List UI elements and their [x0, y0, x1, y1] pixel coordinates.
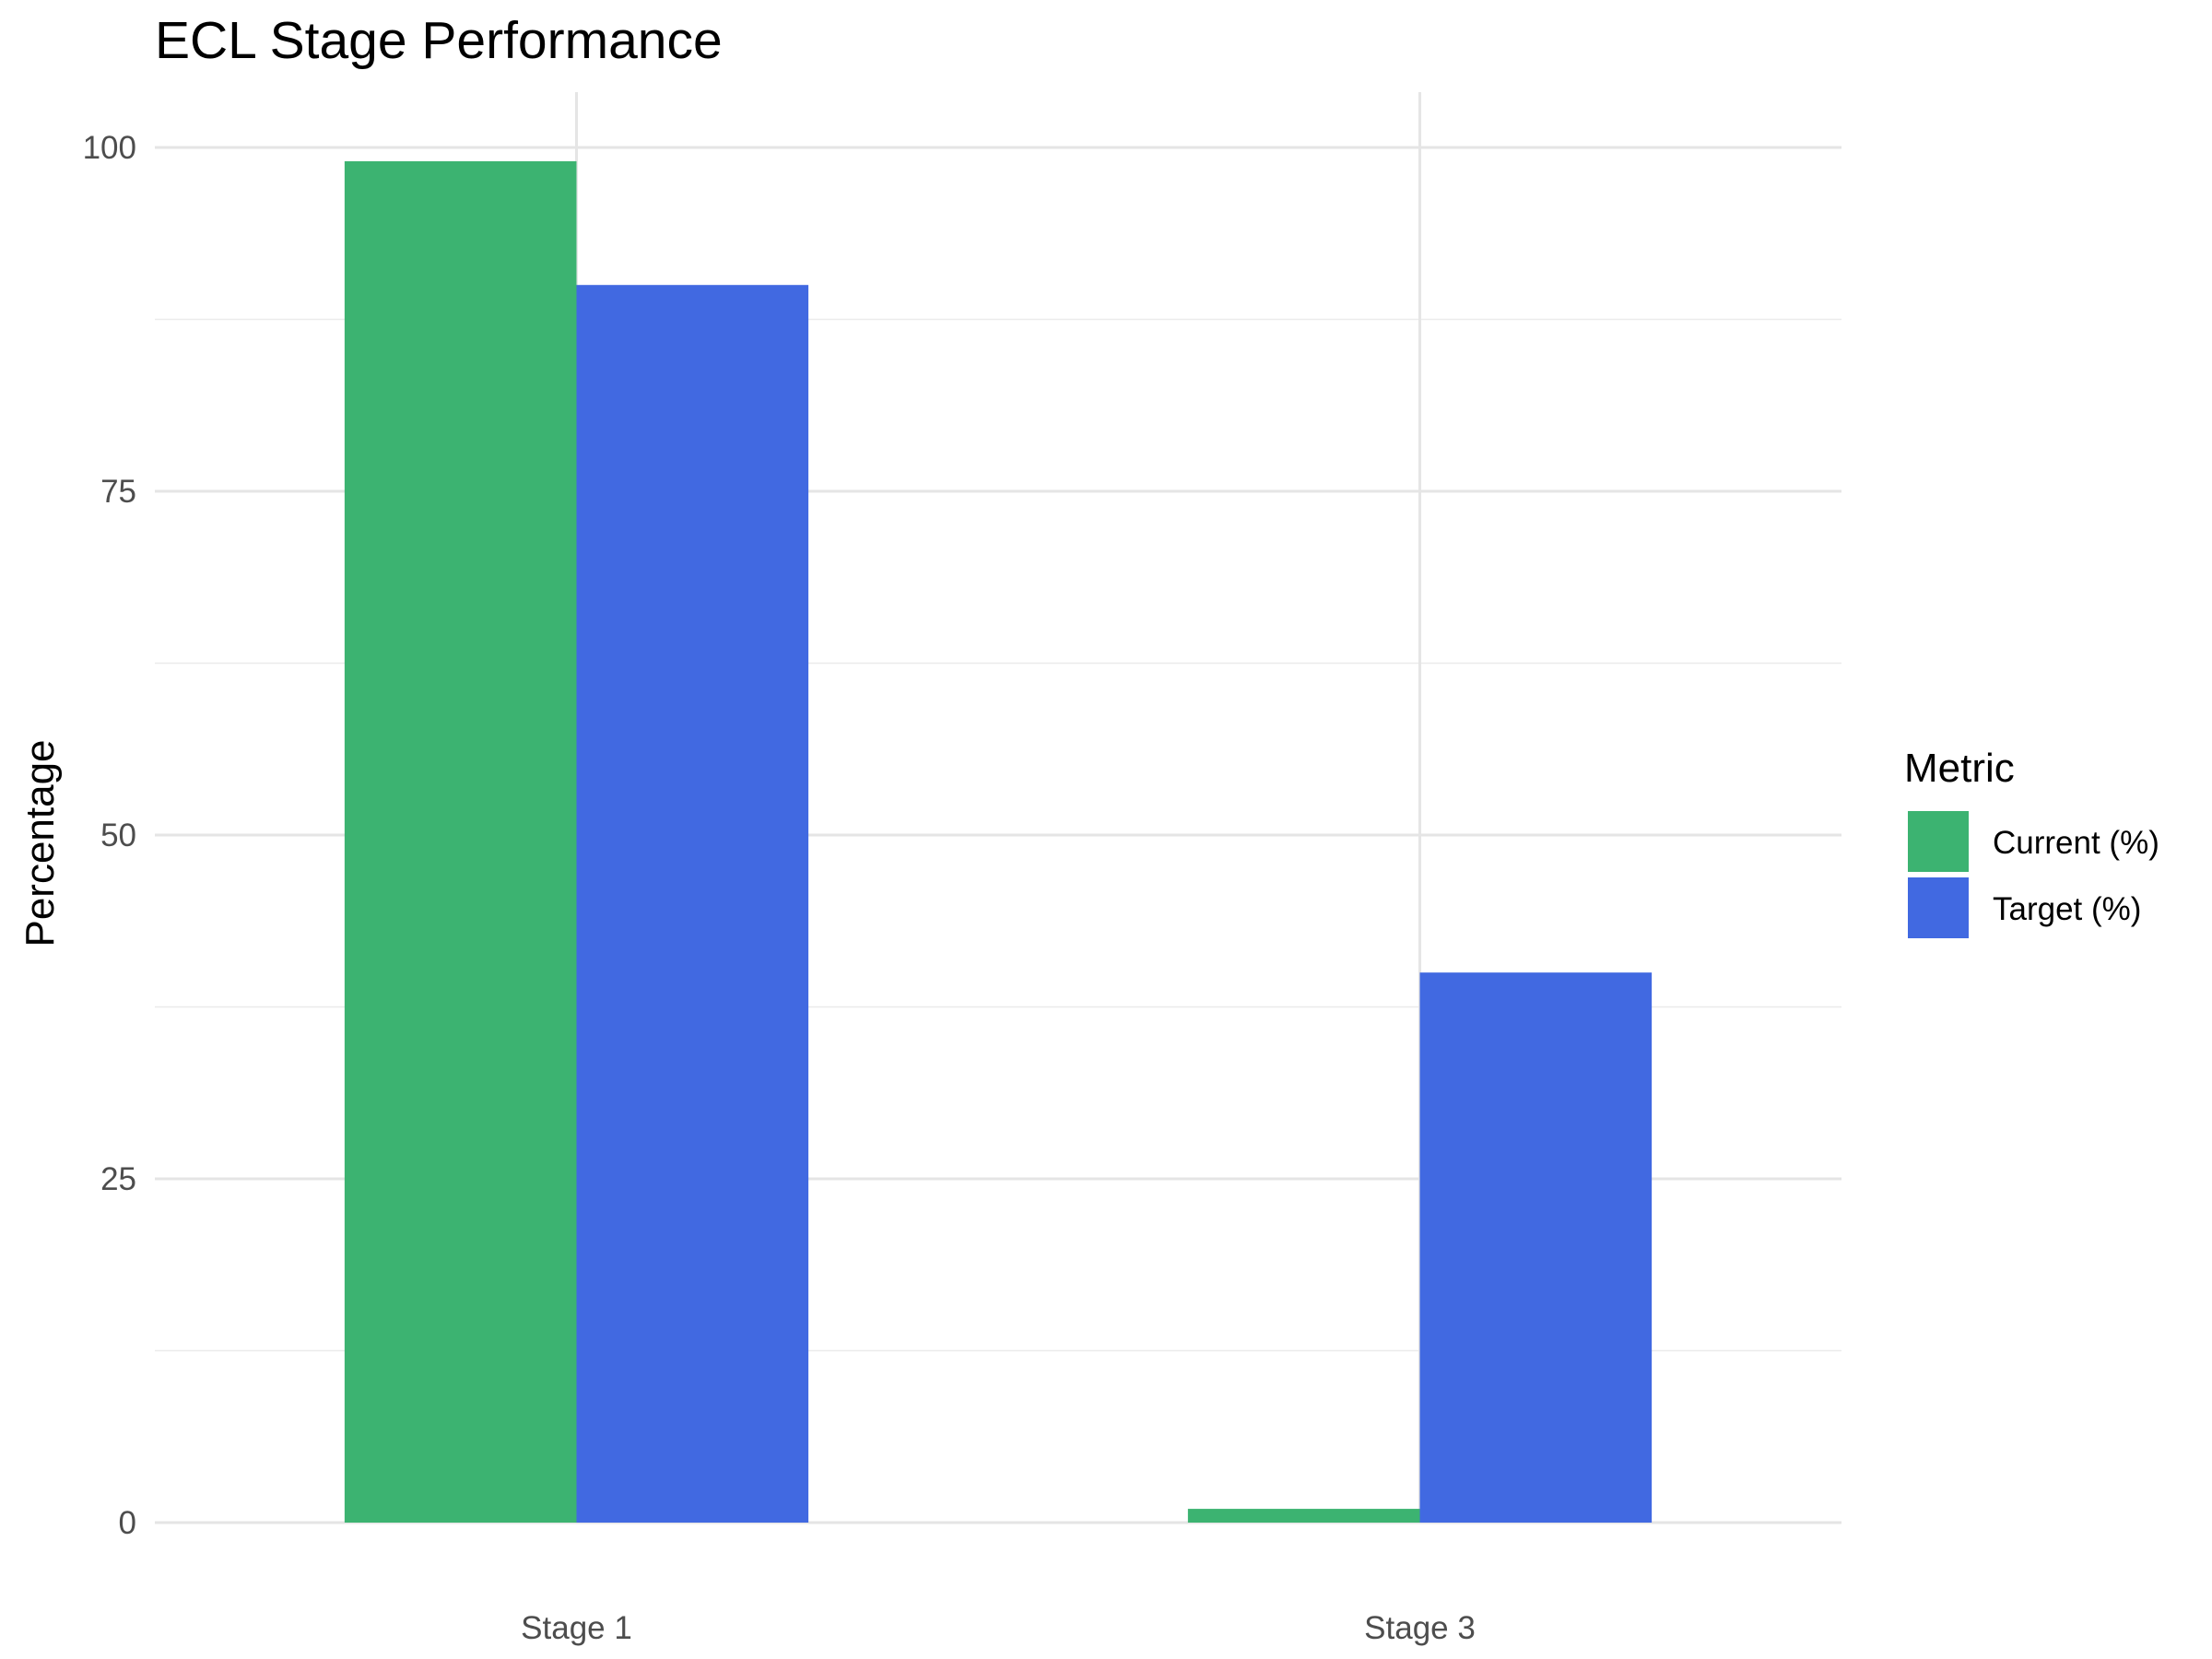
- x-tick-label: Stage 3: [1364, 1610, 1476, 1646]
- bar: [344, 160, 577, 1523]
- legend-title: Metric: [1904, 746, 2015, 791]
- legend-label-target: Target (%): [1993, 891, 2141, 927]
- bar: [576, 285, 809, 1524]
- x-tick-label: Stage 1: [521, 1610, 632, 1646]
- y-axis-title: Percentage: [18, 739, 63, 947]
- legend-swatch-target: [1908, 877, 1969, 938]
- bar: [1187, 1509, 1420, 1523]
- legend: Metric Current (%) Target (%): [1904, 746, 2159, 938]
- x-axis-ticks: Stage 1 Stage 3: [521, 1610, 1476, 1646]
- bars: [344, 160, 1653, 1524]
- y-tick-label: 75: [100, 474, 136, 510]
- y-tick-label: 50: [100, 818, 136, 853]
- y-axis-ticks: 0 25 50 75 100: [83, 130, 136, 1541]
- legend-label-current: Current (%): [1993, 825, 2159, 861]
- y-tick-label: 25: [100, 1161, 136, 1197]
- chart-title: ECL Stage Performance: [155, 11, 723, 70]
- y-tick-label: 0: [119, 1505, 136, 1541]
- legend-swatch-current: [1908, 811, 1969, 872]
- y-tick-label: 100: [83, 130, 136, 166]
- bar: [1419, 972, 1653, 1523]
